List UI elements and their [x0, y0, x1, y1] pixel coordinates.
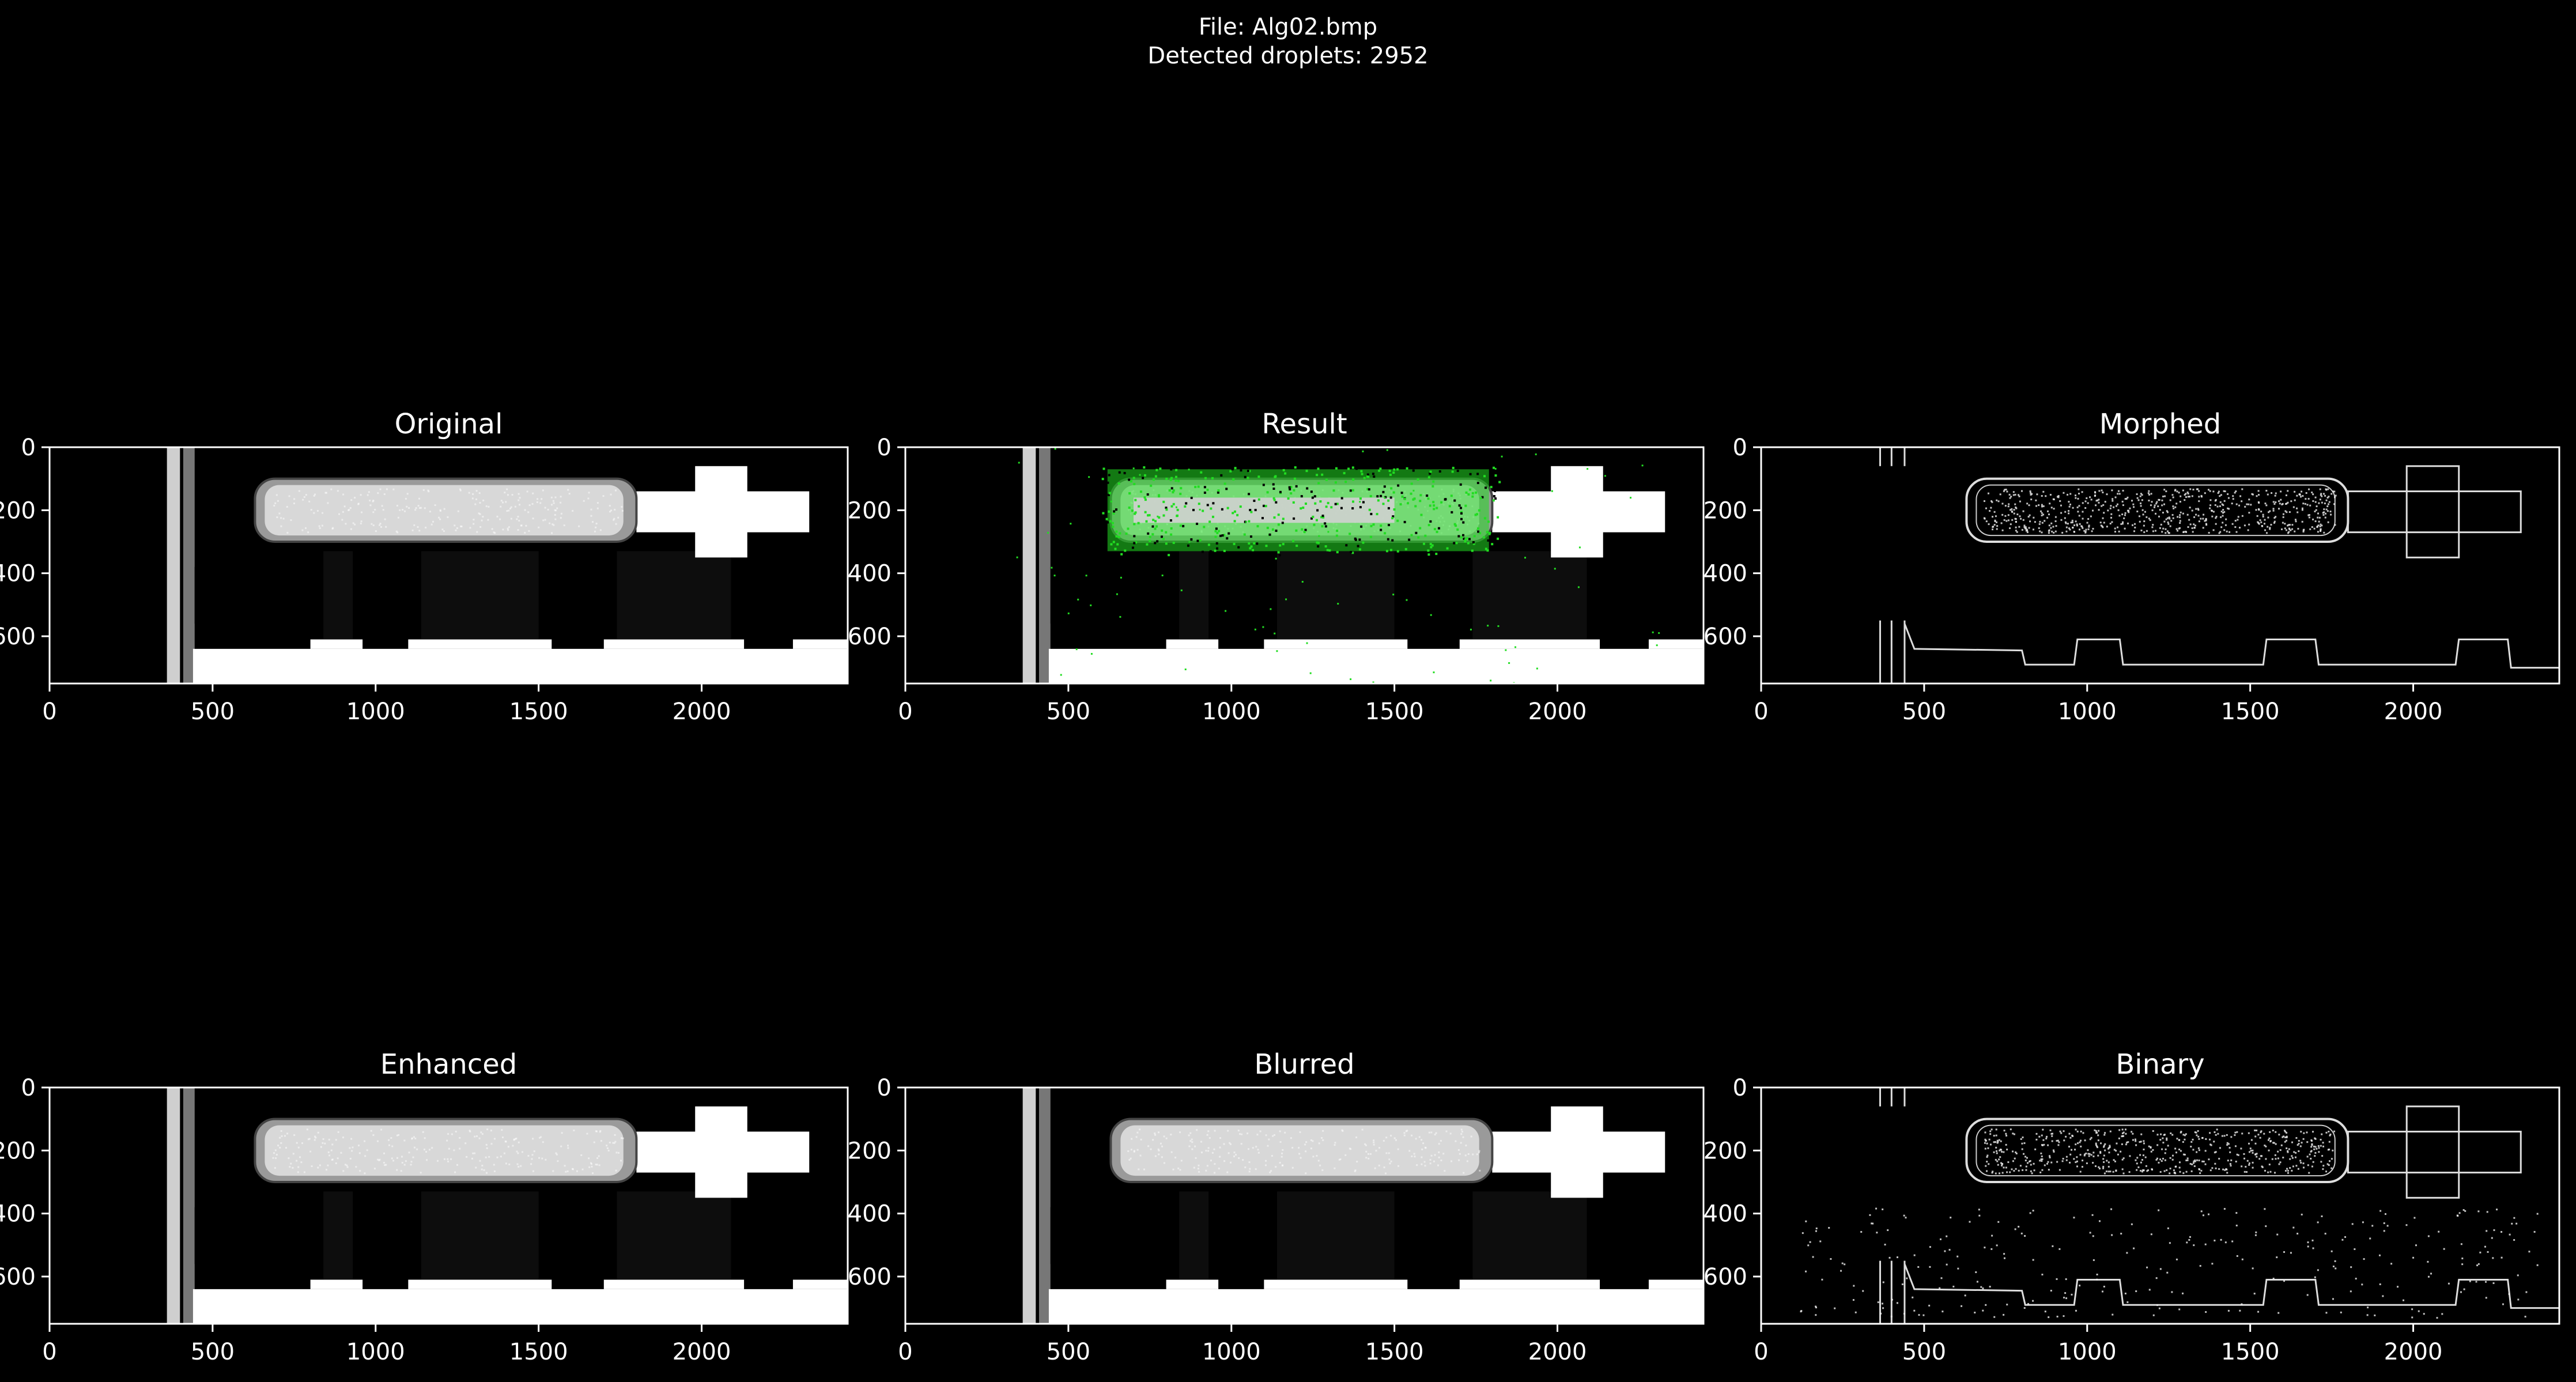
x-tick-label: 1500 [2221, 698, 2280, 725]
file-name-label: File: Alg02.bmp [1198, 14, 1378, 40]
x-tick-label: 1500 [2221, 1339, 2280, 1365]
x-tick-label: 2000 [673, 698, 731, 725]
image-content [1022, 1088, 1704, 1324]
axes-frame [1760, 446, 2560, 685]
x-tick-label: 500 [1902, 1339, 1946, 1365]
y-tick-label: 200 [848, 497, 892, 524]
y-tick-label: 600 [1704, 624, 1747, 650]
panel-title: Blurred [1254, 1048, 1354, 1081]
x-tick-label: 2000 [1528, 1339, 1587, 1365]
y-tick-label: 200 [1704, 1138, 1747, 1164]
x-tick-label: 1500 [1365, 698, 1424, 725]
axes-frame [48, 446, 849, 685]
x-tick-label: 500 [191, 1339, 235, 1365]
y-tick-label: 0 [21, 1075, 36, 1101]
panel-title: Result [1261, 408, 1347, 440]
x-tick-label: 500 [191, 698, 235, 725]
y-tick-label: 400 [1704, 561, 1747, 587]
axes-frame [904, 446, 1705, 685]
panel-title: Original [395, 408, 503, 440]
x-tick-label: 2000 [2384, 1339, 2443, 1365]
y-tick-label: 600 [848, 624, 892, 650]
x-tick-label: 1000 [1202, 1339, 1261, 1365]
y-tick-label: 200 [0, 1138, 36, 1164]
figure-title: File: Alg02.bmp Detected droplets: 2952 [0, 13, 2576, 70]
x-tick-label: 1000 [2058, 1339, 2117, 1365]
panel-binary: Binary 0 500 1000 1500 2000 0 200 400 600 [1704, 1048, 2560, 1365]
axes-frame [1760, 1086, 2560, 1325]
panel-result: Result 0 500 1000 1500 2000 0 200 400 600 [848, 408, 1705, 725]
y-tick-label: 200 [1704, 497, 1747, 524]
y-tick-label: 0 [1733, 435, 1747, 461]
x-tick-label: 500 [1902, 698, 1946, 725]
y-tick-label: 400 [0, 561, 36, 587]
x-tick-label: 1500 [1365, 1339, 1424, 1365]
x-tick-label: 1500 [509, 698, 568, 725]
x-tick-label: 1000 [346, 1339, 405, 1365]
image-content [1879, 447, 2559, 684]
y-tick-label: 0 [877, 1075, 892, 1101]
y-tick-label: 0 [877, 435, 892, 461]
y-tick-label: 400 [848, 561, 892, 587]
x-tick-label: 0 [1754, 1339, 1768, 1365]
image-content [1800, 1088, 2559, 1324]
panel-original: Original 0 500 1000 1500 2000 0 200 400 600 [0, 408, 849, 725]
droplet-count-label: Detected droplets: 2952 [1147, 43, 1429, 69]
y-tick-label: 600 [0, 624, 36, 650]
x-tick-label: 2000 [2384, 698, 2443, 725]
x-tick-label: 0 [42, 698, 56, 725]
x-tick-label: 1000 [1202, 698, 1261, 725]
panel-title: Enhanced [380, 1048, 517, 1081]
y-tick-label: 600 [0, 1264, 36, 1290]
x-tick-label: 0 [898, 698, 912, 725]
y-tick-label: 600 [848, 1264, 892, 1290]
x-tick-label: 0 [1754, 698, 1768, 725]
panel-blurred: Blurred 0 500 1000 1500 2000 0 200 400 600 [848, 1048, 1705, 1365]
x-tick-label: 2000 [1528, 698, 1587, 725]
panel-title: Morphed [2099, 408, 2221, 440]
x-tick-label: 0 [898, 1339, 912, 1365]
x-tick-label: 0 [42, 1339, 56, 1365]
y-tick-label: 400 [848, 1201, 892, 1228]
y-tick-label: 200 [848, 1138, 892, 1164]
y-tick-label: 400 [1704, 1201, 1747, 1228]
image-content [1016, 447, 1704, 684]
image-content [167, 447, 848, 684]
y-tick-label: 600 [1704, 1264, 1747, 1290]
y-tick-label: 400 [0, 1201, 36, 1228]
y-tick-label: 0 [1733, 1075, 1747, 1101]
panel-enhanced: Enhanced 0 500 1000 1500 2000 0 200 400 600 [0, 1048, 849, 1365]
y-tick-label: 200 [0, 497, 36, 524]
panel-morphed: Morphed 0 500 1000 1500 2000 0 200 400 600 [1704, 408, 2560, 725]
x-tick-label: 1500 [509, 1339, 568, 1365]
x-tick-label: 1000 [346, 698, 405, 725]
x-tick-label: 2000 [673, 1339, 731, 1365]
x-tick-label: 1000 [2058, 698, 2117, 725]
axes-frame [48, 1086, 849, 1325]
panel-title: Binary [2116, 1048, 2204, 1081]
image-content [167, 1088, 848, 1324]
y-tick-label: 0 [21, 435, 36, 461]
x-tick-label: 500 [1047, 1339, 1090, 1365]
axes-frame [904, 1086, 1705, 1325]
x-tick-label: 500 [1047, 698, 1090, 725]
